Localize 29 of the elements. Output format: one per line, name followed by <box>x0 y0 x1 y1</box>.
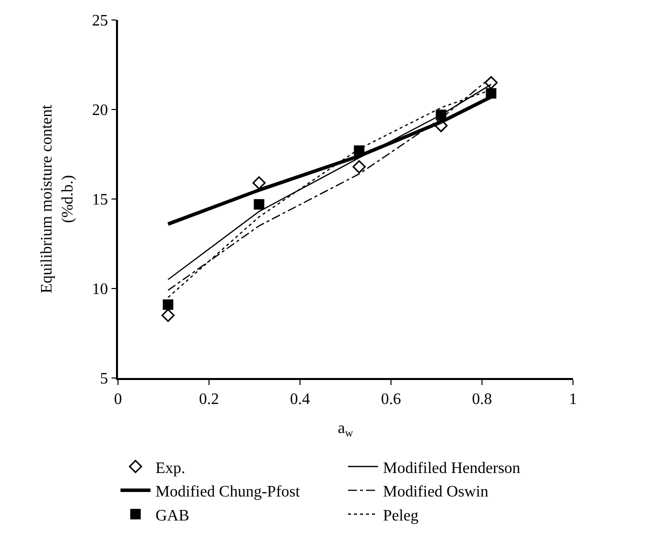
point <box>254 199 264 210</box>
y-tick-label: 5 <box>100 370 108 388</box>
x-tick-label: 0 <box>114 390 122 408</box>
point <box>354 145 364 156</box>
point <box>161 308 175 322</box>
legend-label: Modifiled Henderson <box>383 460 520 477</box>
point <box>486 88 496 99</box>
x-tick-label: 0.2 <box>199 390 219 408</box>
legend-label: Peleg <box>383 507 419 524</box>
y-tick-label: 10 <box>92 281 108 298</box>
point <box>484 76 498 90</box>
point <box>252 176 266 190</box>
legend-label: GAB <box>156 507 190 524</box>
x-tick-label: 0.8 <box>472 390 492 408</box>
y-tick-label: 25 <box>92 12 108 30</box>
y-tick-label: 20 <box>92 102 108 120</box>
x-axis-title: a$_{w}$ <box>338 420 354 440</box>
legend-label: Exp. <box>156 460 186 477</box>
legend-label: Modified Oswin <box>383 484 488 501</box>
x-tick-label: 0.6 <box>381 390 401 408</box>
x-tick-label: 1 <box>569 390 577 408</box>
point <box>436 110 446 120</box>
x-tick-label: 0.4 <box>290 390 310 408</box>
y-axis-title: Equilibrium moisture content (%d.b.) <box>38 104 76 294</box>
y-tick-label: 15 <box>92 192 108 209</box>
point <box>352 160 366 174</box>
point <box>162 299 174 310</box>
point <box>434 119 448 132</box>
legend-label: Modified Chung-Pfost <box>156 484 300 501</box>
